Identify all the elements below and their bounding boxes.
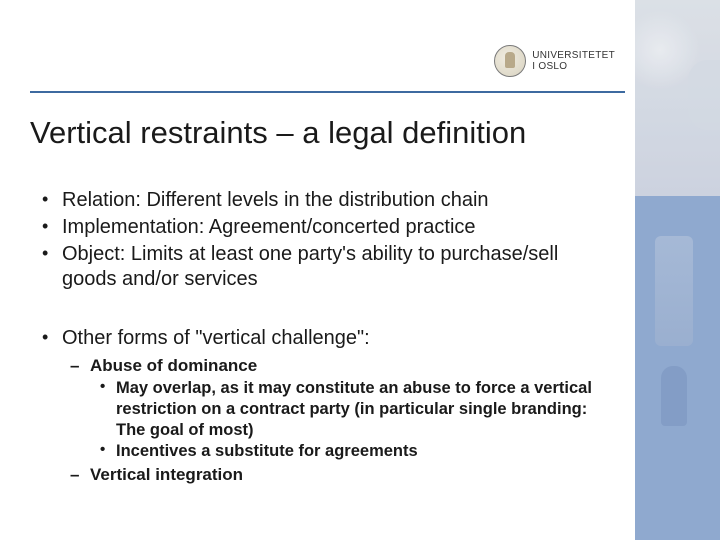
bullet-list: Relation: Different levels in the distri… — [40, 188, 610, 292]
bullet-list-2: Other forms of "vertical challenge": Abu… — [40, 326, 610, 485]
header: UNIVERSITETET I OSLO — [0, 45, 720, 95]
bullet-text: Incentives a substitute for agreements — [116, 442, 418, 460]
university-logo: UNIVERSITETET I OSLO — [494, 45, 615, 77]
bullet-text: Object: Limits at least one party's abil… — [62, 243, 558, 290]
bullet-text: Vertical integration — [90, 465, 243, 484]
logo-line1: UNIVERSITETET — [532, 50, 615, 62]
seal-icon — [494, 45, 526, 77]
bullet-text: May overlap, as it may constitute an abu… — [116, 379, 592, 438]
strip-image-top — [635, 0, 720, 196]
content-body: Relation: Different levels in the distri… — [40, 188, 610, 487]
bullet-text: Abuse of dominance — [90, 356, 257, 375]
sub-sub-list: May overlap, as it may constitute an abu… — [90, 378, 610, 462]
list-item: Relation: Different levels in the distri… — [40, 188, 610, 213]
list-item: Implementation: Agreement/concerted prac… — [40, 215, 610, 240]
sub-list: Abuse of dominance May overlap, as it ma… — [62, 355, 610, 485]
list-item: May overlap, as it may constitute an abu… — [90, 378, 610, 440]
page-title: Vertical restraints – a legal definition — [30, 115, 526, 151]
bullet-text: Implementation: Agreement/concerted prac… — [62, 216, 476, 238]
list-item: Object: Limits at least one party's abil… — [40, 242, 610, 292]
list-item: Abuse of dominance May overlap, as it ma… — [62, 355, 610, 462]
list-item: Vertical integration — [62, 464, 610, 485]
spacer — [40, 294, 610, 326]
strip-image-bottom — [635, 196, 720, 540]
list-item: Other forms of "vertical challenge": Abu… — [40, 326, 610, 485]
logo-text: UNIVERSITETET I OSLO — [532, 50, 615, 73]
list-item: Incentives a substitute for agreements — [90, 441, 610, 462]
logo-line2: I OSLO — [532, 61, 615, 73]
header-rule — [30, 91, 625, 93]
bullet-text: Relation: Different levels in the distri… — [62, 189, 489, 211]
slide: UNIVERSITETET I OSLO Vertical restraints… — [0, 0, 720, 540]
bullet-text: Other forms of "vertical challenge": — [62, 327, 370, 349]
